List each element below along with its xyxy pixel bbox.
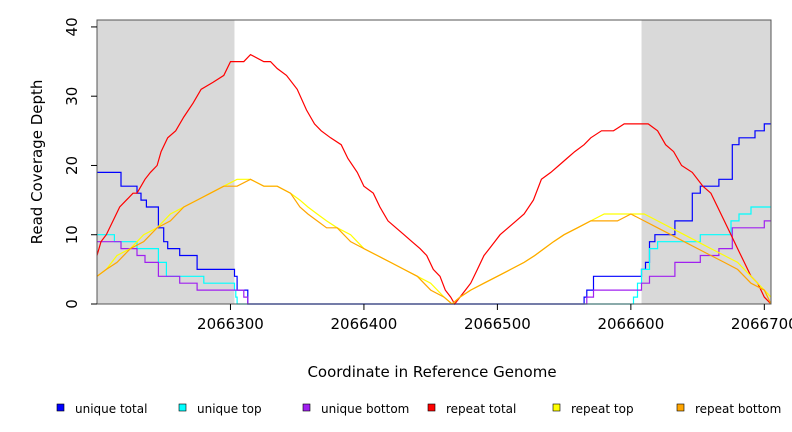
legend-swatch-repeat-total xyxy=(427,403,436,412)
legend-swatch-unique-bottom xyxy=(302,403,311,412)
series-line-repeat-total xyxy=(96,53,772,306)
y-axis-title: Read Coverage Depth xyxy=(28,80,46,245)
legend-label-unique-bottom: unique bottom xyxy=(321,402,409,416)
series-line-repeat-bottom xyxy=(96,178,772,305)
y-tick-label: 20 xyxy=(63,156,81,175)
series-line-unique-top xyxy=(97,206,771,305)
legend-label-repeat-top: repeat top xyxy=(571,402,634,416)
shaded-region-0 xyxy=(97,20,235,304)
y-tick-label: 30 xyxy=(63,87,81,106)
series-line-unique-total xyxy=(97,123,771,305)
legend-swatch-repeat-top xyxy=(552,403,561,412)
x-tick-label: 2066600 xyxy=(597,315,664,333)
shaded-regions xyxy=(97,20,771,304)
x-tick-label: 2066500 xyxy=(464,315,531,333)
shaded-region-1 xyxy=(641,20,771,304)
legend-label-repeat-total: repeat total xyxy=(446,402,516,416)
legend-label-unique-total: unique total xyxy=(75,402,147,416)
x-axis-title: Coordinate in Reference Genome xyxy=(307,363,556,381)
legend-swatch-unique-total xyxy=(56,403,65,412)
x-tick-label: 2066300 xyxy=(197,315,264,333)
y-tick-label: 10 xyxy=(63,225,81,244)
x-axis: 2066300 2066400 2066500 2066600 2066700 xyxy=(197,304,792,333)
legend-swatch-repeat-bottom xyxy=(676,403,685,412)
legend-label-unique-top: unique top xyxy=(197,402,262,416)
y-tick-label: 40 xyxy=(63,17,81,36)
legend-label-repeat-bottom: repeat bottom xyxy=(695,402,781,416)
y-axis: 0 10 20 30 40 xyxy=(63,17,97,309)
legend: unique total unique top unique bottom repea… xyxy=(56,402,781,416)
plot-frame xyxy=(96,19,772,305)
legend-swatch-unique-top xyxy=(178,403,187,412)
x-tick-label: 2066700 xyxy=(731,315,792,333)
x-tick-label: 2066400 xyxy=(331,315,398,333)
y-tick-label: 0 xyxy=(63,299,81,309)
